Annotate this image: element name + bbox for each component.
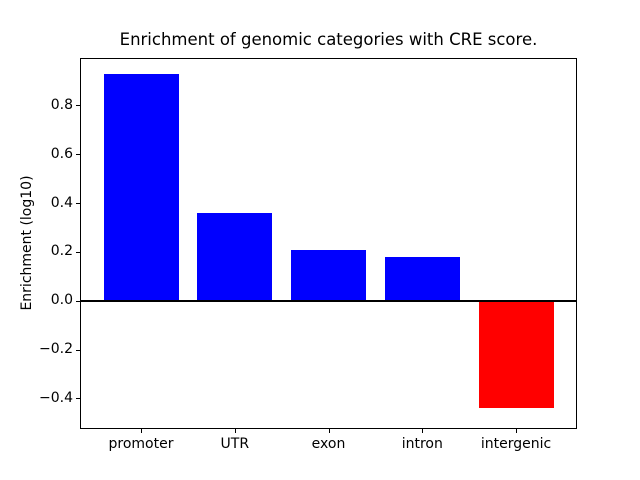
bar-intergenic: [478, 300, 554, 409]
y-tick-label-0-4: 0.4: [50, 194, 73, 211]
y-tick-label-0-4: −0.4: [39, 390, 73, 406]
plot-area: −0.4 −0.2 0.0 0.2 0.4 0.6 0.8 promoter UTR exon i…: [39, 58, 577, 452]
x-tick-label-exon: exon: [311, 436, 346, 452]
x-tick-promoter: [141, 429, 142, 433]
y-tick-label-0-0: 0.0: [50, 292, 73, 309]
x-tick-label-intergenic: intergenic: [480, 436, 552, 452]
bar-exon: [291, 249, 366, 301]
x-tick-intergenic: [516, 429, 517, 433]
y-tick-0-6: [76, 154, 80, 155]
x-tick-utr: [235, 429, 236, 433]
x-tick-label-intron: intron: [401, 436, 443, 452]
y-tick-0-0: [76, 301, 80, 302]
bar-intron: [384, 256, 460, 301]
x-tick-label-promoter: promoter: [108, 436, 174, 452]
y-tick-label-0-2: 0.2: [50, 243, 73, 260]
bar-promoter: [103, 73, 179, 301]
x-tick-exon: [329, 429, 330, 433]
y-tick-0-4: [76, 203, 80, 204]
chart-title: Enrichment of genomic categories with CR…: [119, 30, 538, 49]
x-tick-intron: [422, 429, 423, 433]
bar-utr: [197, 212, 273, 301]
y-tick-0-8: [76, 105, 80, 106]
x-tick-label-utr: UTR: [220, 436, 250, 452]
y-tick-0-2: [76, 350, 80, 351]
y-tick-label-0-6: 0.6: [50, 145, 73, 162]
y-tick-0-2: [76, 252, 80, 253]
y-tick-label-0-2: −0.2: [39, 341, 73, 358]
zero-line: [81, 299, 576, 302]
y-tick-0-4: [76, 398, 80, 399]
y-tick-label-0-8: 0.8: [50, 96, 73, 113]
